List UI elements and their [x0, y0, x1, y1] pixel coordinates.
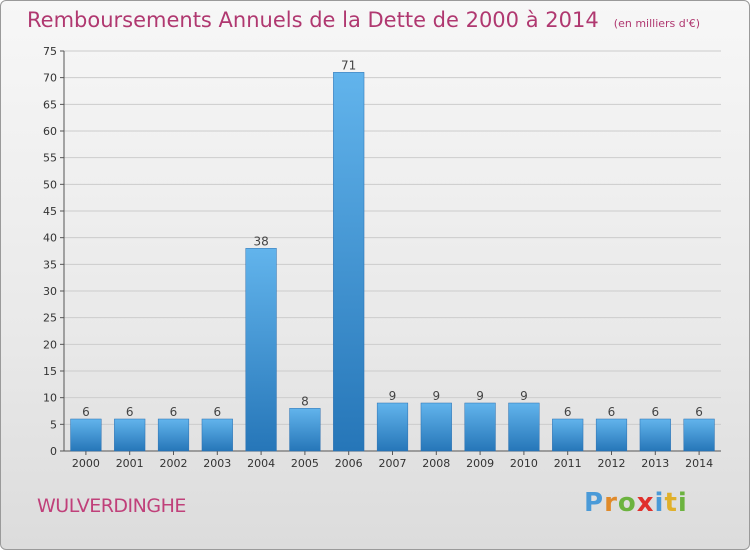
x-tick-label: 2011 [554, 457, 582, 470]
logo-letter: i [677, 488, 688, 518]
y-tick-label: 65 [43, 98, 57, 111]
bar-value-label: 6 [213, 405, 221, 419]
title-row: Remboursements Annuels de la Dette de 20… [27, 8, 700, 32]
x-tick-label: 2007 [379, 457, 407, 470]
y-tick-label: 75 [43, 45, 57, 58]
bar-value-label: 38 [253, 234, 268, 248]
bar-value-label: 71 [341, 58, 356, 72]
bar-2014 [683, 418, 715, 452]
x-tick-label: 2010 [510, 457, 538, 470]
logo-letter: r [604, 488, 618, 518]
x-tick-label: 2008 [422, 457, 450, 470]
bar-2003 [201, 418, 233, 452]
x-tick-label: 2002 [160, 457, 188, 470]
y-tick-label: 25 [43, 312, 57, 325]
y-tick-label: 10 [43, 392, 57, 405]
bar-2010 [508, 402, 540, 452]
x-tick-label: 2005 [291, 457, 319, 470]
x-tick-label: 2014 [685, 457, 713, 470]
y-tick-label: 55 [43, 152, 57, 165]
bar-value-label: 6 [82, 405, 90, 419]
x-tick-label: 2003 [203, 457, 231, 470]
x-tick-label: 2006 [335, 457, 363, 470]
y-tick-label: 45 [43, 205, 57, 218]
bar-value-label: 6 [695, 405, 703, 419]
bar-value-label: 6 [170, 405, 178, 419]
y-tick-label: 30 [43, 285, 57, 298]
bar-2013 [639, 418, 671, 452]
bar-2002 [157, 418, 190, 452]
logo-letter: t [664, 488, 678, 518]
y-tick-label: 50 [43, 178, 57, 191]
bar-2009 [464, 402, 496, 452]
y-tick-label: 35 [43, 258, 57, 271]
x-tick-label: 2004 [247, 457, 275, 470]
chart-subtitle: (en milliers d'€) [613, 17, 701, 30]
x-tick-label: 2012 [598, 457, 626, 470]
bar-value-label: 6 [651, 405, 659, 419]
bar-2000 [70, 418, 102, 452]
bar-2005 [289, 408, 321, 452]
bar-value-label: 6 [608, 405, 616, 419]
bar-value-label: 6 [564, 405, 572, 419]
commune-name: WULVERDINGHE [37, 495, 186, 517]
x-tick-label: 2009 [466, 457, 494, 470]
logo-letter: i [654, 488, 665, 518]
chart-title: Remboursements Annuels de la Dette de 20… [27, 8, 599, 32]
bar-2006 [333, 72, 365, 452]
logo-letter: P [584, 488, 605, 518]
bar-2004 [245, 248, 277, 452]
bar-2011 [552, 418, 584, 452]
bar-2008 [420, 402, 452, 452]
bar-value-label: 9 [520, 389, 528, 403]
x-tick-label: 2000 [72, 457, 100, 470]
proxiti-logo: Proxiti [584, 488, 688, 518]
bar-value-label: 8 [301, 394, 309, 408]
bar-value-label: 9 [389, 389, 397, 403]
bar-value-label: 9 [476, 389, 484, 403]
y-tick-label: 70 [43, 72, 57, 85]
bar-2012 [595, 418, 628, 452]
y-tick-label: 15 [43, 365, 57, 378]
bar-value-label: 9 [432, 389, 440, 403]
bar-2001 [114, 418, 146, 452]
y-tick-label: 5 [50, 418, 57, 431]
y-tick-label: 20 [43, 338, 57, 351]
bar-2007 [376, 402, 409, 452]
logo-letter: x [636, 488, 655, 518]
x-tick-label: 2013 [641, 457, 669, 470]
bar-value-label: 6 [126, 405, 134, 419]
y-tick-label: 60 [43, 125, 57, 138]
x-tick-label: 2001 [116, 457, 144, 470]
y-tick-label: 40 [43, 232, 57, 245]
logo-letter: o [617, 488, 637, 518]
y-tick-label: 0 [50, 445, 57, 458]
